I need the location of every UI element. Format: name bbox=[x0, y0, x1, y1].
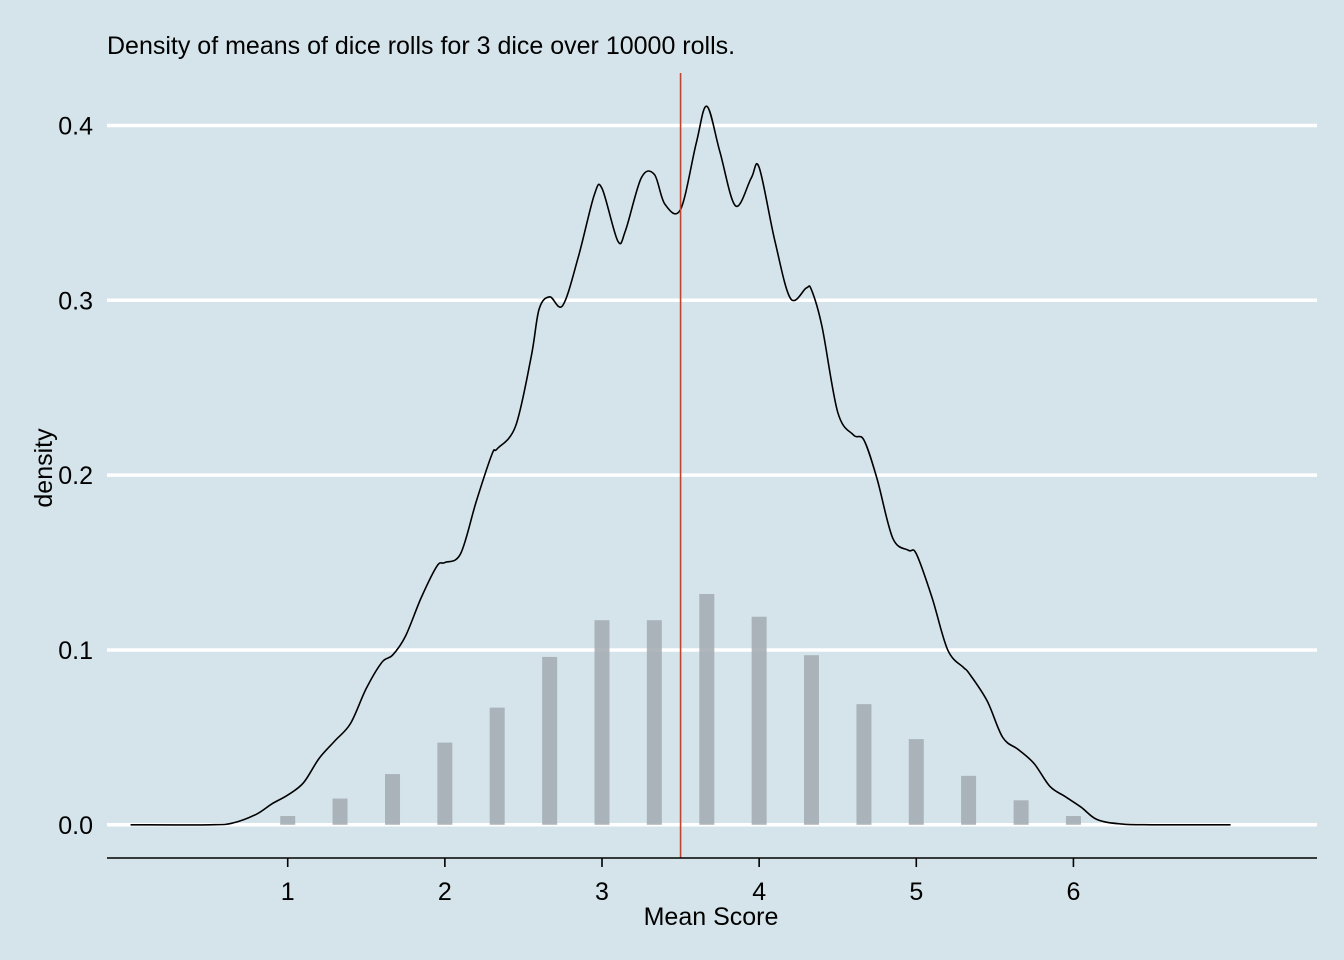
x-axis bbox=[107, 857, 1317, 867]
bars-layer bbox=[280, 594, 1081, 825]
grid-layer bbox=[107, 123, 1317, 827]
x-axis-title: Mean Score bbox=[644, 903, 779, 931]
chart-title: Density of means of dice rolls for 3 dic… bbox=[107, 32, 735, 60]
x-axis-tick-labels: 1 2 3 4 5 6 bbox=[281, 878, 1081, 906]
density-layer bbox=[130, 105, 1231, 826]
bar-1 bbox=[332, 798, 348, 825]
bar-15 bbox=[1065, 816, 1081, 825]
bar-4 bbox=[489, 707, 505, 825]
y-axis-tick-labels: 0.0 0.1 0.2 0.3 0.4 bbox=[58, 112, 93, 839]
x-tick-label-2: 3 bbox=[595, 878, 609, 906]
bar-2 bbox=[385, 774, 401, 825]
bar-8 bbox=[699, 594, 715, 825]
bar-9 bbox=[751, 616, 767, 825]
x-tick-label-0: 1 bbox=[281, 878, 295, 906]
bar-11 bbox=[856, 704, 872, 825]
x-tick-label-3: 4 bbox=[752, 878, 766, 906]
y-tick-label-2: 0.2 bbox=[58, 462, 93, 490]
bar-0 bbox=[280, 816, 296, 825]
y-tick-label-1: 0.1 bbox=[58, 637, 93, 665]
y-tick-label-4: 0.4 bbox=[58, 112, 93, 140]
bar-6 bbox=[594, 620, 610, 825]
x-tick-label-1: 2 bbox=[438, 878, 452, 906]
y-axis-title: density bbox=[30, 428, 58, 508]
bar-13 bbox=[961, 775, 977, 825]
bar-7 bbox=[646, 620, 662, 825]
bar-14 bbox=[1013, 800, 1029, 825]
bar-3 bbox=[437, 742, 453, 825]
x-tick-label-4: 5 bbox=[909, 878, 923, 906]
bar-10 bbox=[803, 655, 819, 825]
density-curve bbox=[130, 105, 1231, 826]
y-tick-label-0: 0.0 bbox=[58, 812, 93, 840]
x-tick-label-5: 6 bbox=[1066, 878, 1080, 906]
y-tick-label-3: 0.3 bbox=[58, 287, 93, 315]
bar-12 bbox=[908, 739, 924, 825]
bar-5 bbox=[542, 656, 558, 825]
